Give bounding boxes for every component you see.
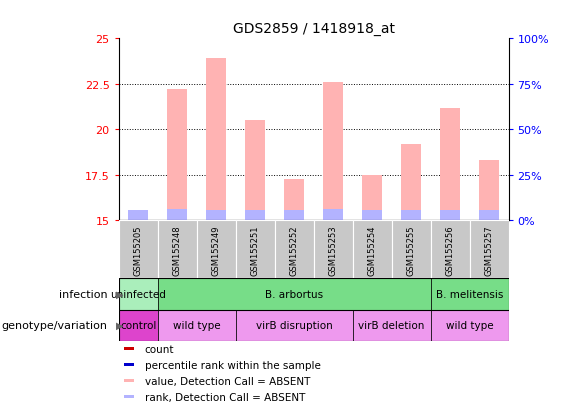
Text: B. arbortus: B. arbortus: [265, 289, 323, 299]
Text: count: count: [145, 344, 174, 354]
Text: virB deletion: virB deletion: [358, 320, 425, 330]
Bar: [167, 209, 187, 221]
Bar: [158, 279, 431, 310]
Text: rank, Detection Call = ABSENT: rank, Detection Call = ABSENT: [145, 392, 305, 402]
Bar: [158, 310, 236, 341]
Bar: [392, 221, 431, 279]
Bar: [284, 179, 304, 221]
Bar: [167, 90, 187, 221]
Bar: [362, 211, 382, 221]
Text: genotype/variation: genotype/variation: [1, 320, 107, 330]
Bar: [119, 221, 158, 279]
Bar: [119, 279, 158, 310]
Bar: [401, 145, 421, 221]
Text: value, Detection Call = ABSENT: value, Detection Call = ABSENT: [145, 376, 310, 386]
Bar: [431, 279, 509, 310]
Bar: [236, 310, 353, 341]
Text: infection: infection: [59, 289, 107, 299]
Text: GSM155205: GSM155205: [134, 225, 142, 275]
Text: wild type: wild type: [446, 320, 493, 330]
Bar: [128, 211, 148, 221]
Bar: [128, 217, 148, 221]
Bar: [236, 221, 275, 279]
Bar: [401, 210, 421, 221]
Bar: [206, 59, 226, 221]
Bar: [245, 210, 265, 221]
Text: GSM155255: GSM155255: [407, 225, 415, 275]
Bar: [158, 221, 197, 279]
Bar: [362, 176, 382, 221]
Bar: [245, 121, 265, 221]
Text: GSM155257: GSM155257: [485, 225, 493, 275]
Bar: [431, 221, 470, 279]
Bar: [323, 83, 343, 221]
Bar: [470, 221, 508, 279]
Text: GSM155251: GSM155251: [251, 225, 259, 275]
Bar: [431, 310, 509, 341]
Bar: [124, 363, 134, 366]
Bar: [479, 161, 499, 221]
Text: percentile rank within the sample: percentile rank within the sample: [145, 360, 320, 370]
Bar: [479, 211, 499, 221]
Bar: [440, 210, 460, 221]
Bar: [353, 310, 431, 341]
Bar: [197, 221, 236, 279]
Bar: [206, 210, 226, 221]
Title: GDS2859 / 1418918_at: GDS2859 / 1418918_at: [233, 21, 394, 36]
Bar: [124, 379, 134, 382]
Text: uninfected: uninfected: [110, 289, 166, 299]
Bar: [124, 395, 134, 398]
Text: control: control: [120, 320, 157, 330]
Text: ▶: ▶: [116, 289, 123, 299]
Bar: [314, 221, 353, 279]
Bar: [275, 221, 314, 279]
Bar: [124, 347, 134, 350]
Text: B. melitensis: B. melitensis: [436, 289, 503, 299]
Text: GSM155249: GSM155249: [212, 225, 220, 275]
Bar: [284, 211, 304, 221]
Bar: [440, 108, 460, 221]
Text: GSM155253: GSM155253: [329, 225, 337, 275]
Text: ▶: ▶: [116, 320, 123, 330]
Text: virB disruption: virB disruption: [256, 320, 332, 330]
Text: GSM155256: GSM155256: [446, 225, 454, 275]
Bar: [119, 310, 158, 341]
Text: wild type: wild type: [173, 320, 220, 330]
Bar: [323, 209, 343, 221]
Bar: [353, 221, 392, 279]
Text: GSM155252: GSM155252: [290, 225, 298, 275]
Text: GSM155248: GSM155248: [173, 225, 181, 275]
Text: GSM155254: GSM155254: [368, 225, 376, 275]
